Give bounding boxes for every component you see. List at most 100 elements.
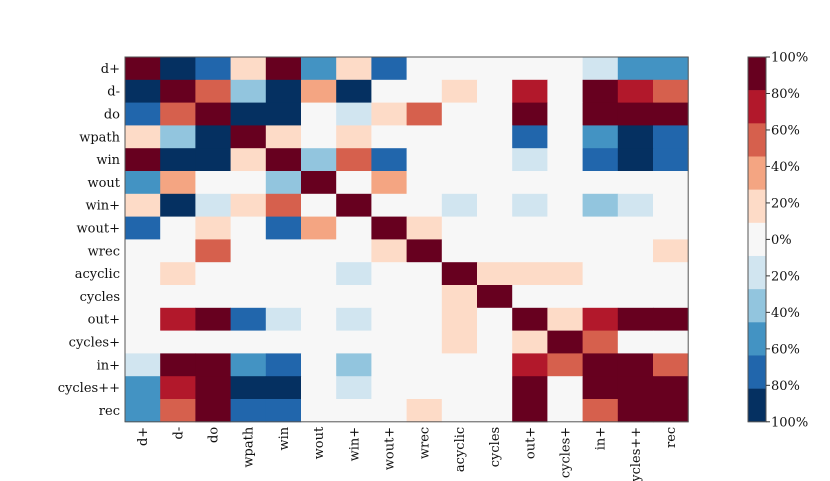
heatmap-cell [653, 57, 689, 81]
heatmap-cell [125, 353, 161, 377]
heatmap-cell [653, 148, 689, 172]
heatmap-cell [195, 79, 231, 103]
heatmap-cell [301, 307, 337, 331]
colorbar-tick-label: 0% [771, 233, 792, 248]
heatmap-cell [195, 216, 231, 240]
heatmap-cell [125, 399, 161, 423]
heatmap-cell [441, 57, 478, 81]
heatmap-cell [195, 171, 231, 195]
heatmap-cell [336, 239, 372, 263]
heatmap-cell [512, 148, 548, 172]
heatmap-cell [653, 285, 689, 309]
heatmap-cell [582, 171, 619, 195]
heatmap-cell [160, 125, 196, 149]
colorbar [747, 56, 767, 423]
heatmap-cell [617, 285, 654, 309]
heatmap-cell [301, 376, 337, 400]
heatmap-cell [371, 353, 407, 377]
heatmap-cell [441, 171, 478, 195]
heatmap-cell [230, 79, 267, 103]
colorbar-segment [748, 388, 766, 423]
heatmap-cell [547, 376, 583, 400]
heatmap-cell [653, 193, 689, 217]
heatmap-cell [512, 125, 548, 149]
heatmap-cell [301, 102, 337, 126]
heatmap-cell [336, 148, 372, 172]
heatmap-cell [406, 171, 443, 195]
heatmap-cell [230, 216, 267, 240]
heatmap-cell [371, 262, 407, 286]
row-label: d+ [101, 62, 120, 77]
heatmap-cell [512, 285, 548, 309]
heatmap-cell [406, 239, 443, 263]
column-label: wout [312, 426, 327, 459]
heatmap-cell [582, 125, 619, 149]
heatmap-cell [477, 171, 513, 195]
heatmap-cell [336, 125, 372, 149]
heatmap-cell [477, 125, 513, 149]
heatmap-cell [653, 262, 689, 286]
row-label: d- [107, 85, 120, 100]
heatmap-cell [582, 102, 619, 126]
heatmap-cell [406, 125, 443, 149]
heatmap-cell [653, 125, 689, 149]
heatmap-cell [441, 79, 478, 103]
heatmap-cell [301, 330, 337, 354]
heatmap-cell [547, 171, 583, 195]
heatmap-cell [547, 330, 583, 354]
heatmap-cell [512, 376, 548, 400]
heatmap-cell [125, 79, 161, 103]
heatmap-cell [160, 399, 196, 423]
column-label: d+ [136, 427, 151, 446]
column-labels: d+ d-do wpath win wout win+ wout+ wrec acyclic cy… [136, 426, 679, 481]
heatmap-cell [582, 148, 619, 172]
heatmap-cell [617, 262, 654, 286]
heatmap-cell [230, 376, 267, 400]
heatmap-cell [582, 285, 619, 309]
heatmap-cell [371, 79, 407, 103]
heatmap-cell [371, 285, 407, 309]
heatmap-cell [653, 79, 689, 103]
heatmap-cell [512, 79, 548, 103]
heatmap-cell [301, 216, 337, 240]
row-label: acyclic [75, 267, 120, 282]
colorbar-tick-label: 40% [771, 160, 800, 175]
heatmap-cell [230, 193, 267, 217]
heatmap-cell [336, 193, 372, 217]
heatmap-cell [653, 239, 689, 263]
row-label: wpath [79, 130, 120, 145]
heatmap-cell [371, 330, 407, 354]
heatmap-cell [195, 239, 231, 263]
heatmap-cell [441, 102, 478, 126]
heatmap-cell [301, 262, 337, 286]
heatmap-cell [265, 399, 302, 423]
heatmap-cell [160, 239, 196, 263]
heatmap-cell [547, 57, 583, 81]
heatmap-cell [265, 353, 302, 377]
heatmap-cell [617, 376, 654, 400]
heatmap-cell [265, 102, 302, 126]
heatmap-cell [160, 353, 196, 377]
heatmap-cell [477, 193, 513, 217]
heatmap-cell [406, 330, 443, 354]
heatmap-cell [477, 399, 513, 423]
heatmap-cell [230, 57, 267, 81]
heatmap-cell [265, 57, 302, 81]
heatmap-cell [441, 148, 478, 172]
heatmap-cell [336, 399, 372, 423]
heatmap-cell [125, 125, 161, 149]
heatmap-cell [125, 148, 161, 172]
heatmap-cell [477, 102, 513, 126]
heatmap-cell [617, 171, 654, 195]
column-label: wout+ [383, 427, 398, 470]
heatmap-cell [195, 399, 231, 423]
heatmap-cell [125, 262, 161, 286]
row-label: wout [87, 176, 120, 191]
heatmap-cell [301, 399, 337, 423]
heatmap-cell [617, 307, 654, 331]
heatmap-cell [265, 148, 302, 172]
heatmap-cell [371, 239, 407, 263]
heatmap-cell [230, 353, 267, 377]
heatmap-cell [336, 57, 372, 81]
heatmap-cell [301, 285, 337, 309]
